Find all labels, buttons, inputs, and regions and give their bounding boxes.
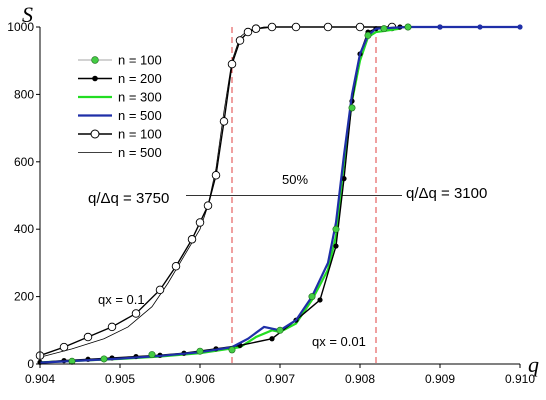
legend-label-2: n = 300 (118, 90, 162, 105)
y-tick-label: 800 (14, 87, 34, 101)
legend-label-1: n = 200 (118, 71, 162, 86)
y-tick-label: 1000 (7, 20, 34, 34)
series-point-4 (323, 22, 333, 32)
series-point-0 (68, 357, 76, 365)
series-point-4 (203, 201, 213, 210)
series-point-0 (380, 25, 388, 33)
annotation-percent: 50% (282, 172, 308, 187)
series-point-4 (291, 22, 301, 32)
legend-label-0: n = 100 (118, 53, 162, 68)
x-tick-label: 0.904 (25, 372, 55, 386)
legend-label-4: n = 100 (118, 127, 162, 142)
series-point-1 (341, 176, 347, 182)
series-point-1 (269, 336, 275, 342)
series-point-4 (211, 171, 221, 180)
series-point-4 (155, 285, 165, 295)
annotation-ratio-right: q/Δq = 3100 (406, 185, 487, 202)
legend-marker-1 (92, 75, 98, 82)
series-point-0 (332, 225, 340, 233)
series-point-1 (317, 297, 323, 303)
series-point-4 (171, 262, 181, 271)
series-point-4 (195, 218, 205, 227)
series-point-3 (517, 24, 523, 30)
series-point-4 (59, 342, 69, 352)
x-axis-title: q (528, 352, 539, 377)
y-tick-label: 600 (14, 155, 34, 169)
series-point-0 (148, 351, 156, 359)
legend-label-5: n = 500 (118, 145, 162, 160)
series-point-4 (267, 22, 277, 32)
series-point-0 (196, 347, 204, 355)
y-tick-label: 0 (27, 357, 34, 371)
series-point-4 (131, 309, 141, 318)
y-tick-label: 400 (14, 222, 34, 236)
series-point-0 (228, 346, 236, 354)
series-point-4 (251, 24, 261, 33)
legend: n = 100 n = 200 n = 300 n = 500 n = 100 n = 5… (78, 53, 162, 160)
series-point-0 (276, 326, 284, 334)
series-point-0 (364, 31, 372, 39)
annotation-ratio-left: q/Δq = 3750 (88, 190, 169, 207)
legend-label-3: n = 500 (118, 108, 162, 123)
annotation-qx-left: qx = 0.1 (98, 292, 145, 307)
series-point-1 (333, 243, 339, 249)
legend-marker-4 (90, 129, 100, 139)
series-point-0 (100, 355, 108, 363)
series-point-4 (219, 117, 229, 126)
y-tick-label: 200 (14, 290, 34, 304)
series-point-4 (235, 36, 245, 45)
series-point-4 (83, 332, 93, 342)
x-tick-label: 0.908 (345, 372, 375, 386)
legend-marker-0 (91, 56, 99, 64)
series-point-4 (187, 235, 197, 244)
series-point-4 (243, 27, 253, 37)
x-tick-label: 0.907 (265, 372, 295, 386)
annotation-qx-right: qx = 0.01 (312, 334, 366, 349)
series-point-0 (404, 23, 412, 31)
x-tick-label: 0.905 (105, 372, 135, 386)
series-line-3 (39, 25, 520, 364)
x-tick-label: 0.910 (505, 372, 535, 386)
series-layer (35, 22, 523, 365)
series-point-4 (355, 22, 365, 32)
series-point-4 (107, 322, 117, 332)
guide-lines (186, 27, 402, 364)
x-tick-label: 0.906 (185, 372, 215, 386)
y-axis-title: S (22, 2, 33, 27)
series-point-3 (437, 24, 443, 30)
series-point-0 (348, 104, 356, 112)
series-point-0 (308, 293, 316, 301)
axes: 0.904 0.905 0.906 0.907 0.908 0.909 0.910 0 200 4… (7, 20, 535, 386)
series-point-3 (477, 24, 483, 30)
series-point-4 (227, 59, 237, 69)
x-tick-label: 0.909 (425, 372, 455, 386)
